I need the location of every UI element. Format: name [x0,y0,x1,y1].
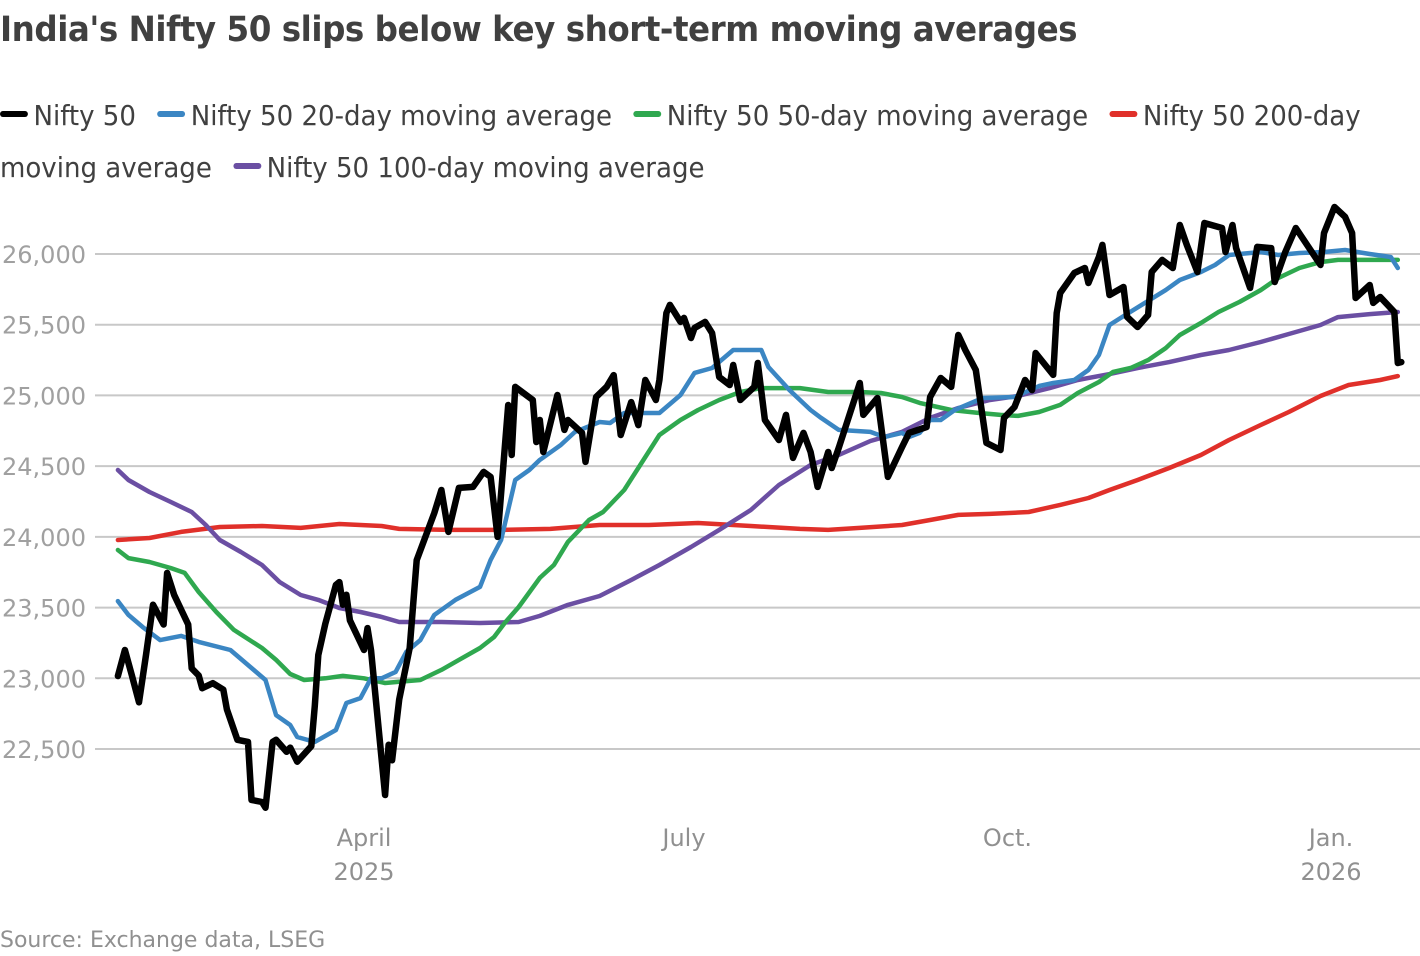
legend-label: Nifty 50 50-day moving average [666,99,1089,132]
legend-swatch [157,111,186,117]
series-lines [114,203,1405,811]
legend-swatch [0,111,28,117]
x-tick-label: Oct. [983,824,1032,852]
legend-swatch [633,111,662,117]
x-tick-year: 2026 [1300,858,1361,886]
y-tick-label: 22,500 [2,736,86,764]
legend-label: Nifty 50 100-day moving average [266,151,705,184]
y-tick-label: 23,500 [2,595,86,623]
y-axis-ticks: 22,500 23,000 23,500 24,000 24,500 25,000 25,5… [2,241,86,764]
series-line-nifty-50-50-day-moving-average [115,257,1401,686]
series-line-nifty-50 [114,203,1405,811]
legend: Nifty 50 Nifty 50 20-day moving average … [0,90,1420,194]
legend-label: Nifty 50 20-day moving average [190,99,613,132]
y-tick-label: 25,000 [2,382,86,410]
legend-item-50-day: Nifty 50 50-day moving average [633,99,1088,132]
legend-item-100-day: Nifty 50 100-day moving average [233,151,705,184]
legend-item-20-day: Nifty 50 20-day moving average [157,99,612,132]
legend-label: Nifty 50 [33,99,136,132]
series-line-nifty-50-200-day-moving-average [115,373,1401,543]
series-line-nifty-50-100-day-moving-average [115,309,1401,626]
x-tick-label: July [660,824,705,852]
x-axis-ticks: April 2025 July Oct. Jan. 2026 [333,824,1361,886]
x-tick-label: April [337,824,392,852]
y-tick-label: 24,000 [2,524,86,552]
x-tick-year: 2025 [333,858,394,886]
series-line-nifty-50-20-day-moving-average [115,247,1401,745]
chart-title: India's Nifty 50 slips below key short-t… [0,10,1078,50]
legend-swatch [1109,111,1138,117]
legend-item-nifty-50: Nifty 50 [0,99,136,132]
legend-item-200-day: Nifty 50 200-day moving average [0,99,1361,184]
y-tick-label: 23,000 [2,665,86,693]
y-tick-label: 24,500 [2,453,86,481]
legend-label: Nifty 50 200-day moving average [0,99,1361,184]
y-tick-label: 25,500 [2,312,86,340]
x-tick-label: Jan. [1307,824,1354,852]
y-tick-label: 26,000 [2,241,86,269]
source-note: Source: Exchange data, LSEG [0,928,326,953]
legend-swatch [233,163,262,169]
